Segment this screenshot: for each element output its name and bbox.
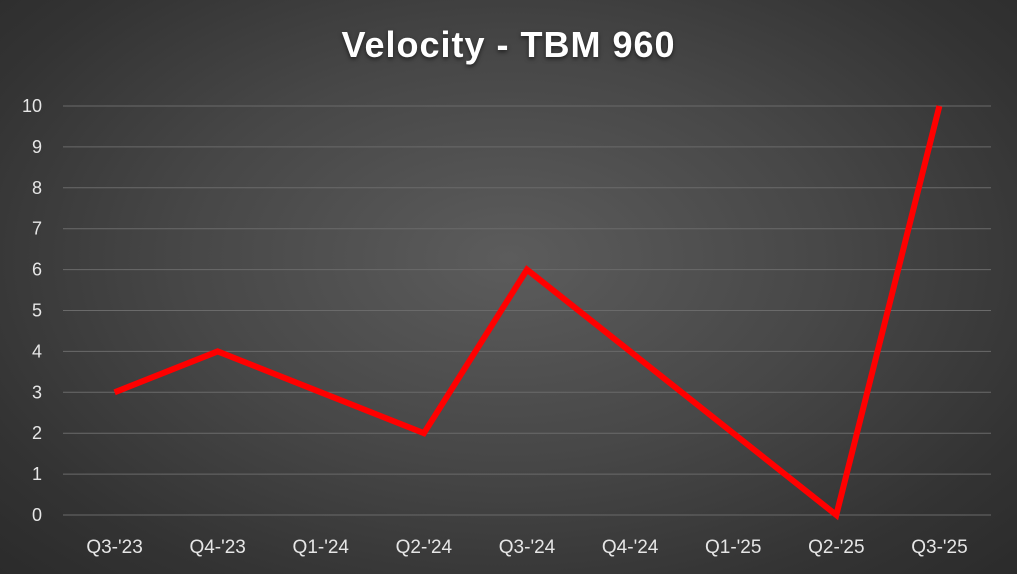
chart-title: Velocity - TBM 960 [341, 24, 676, 65]
x-tick-label: Q4-'24 [602, 537, 659, 558]
x-tick-label: Q3-'25 [911, 537, 967, 558]
y-tick-label: 0 [32, 505, 42, 525]
y-tick-label: 4 [32, 341, 42, 361]
y-axis-ticks: 0 1 2 3 4 5 6 7 8 9 10 [22, 96, 42, 525]
y-tick-label: 8 [32, 178, 42, 198]
x-tick-label: Q1-'24 [293, 537, 350, 558]
y-tick-label: 6 [32, 260, 42, 280]
gridlines [63, 105, 991, 516]
x-tick-label: Q3-'23 [86, 537, 142, 558]
x-tick-label: Q3-'24 [499, 537, 556, 558]
x-tick-label: Q1-'25 [705, 537, 761, 558]
series-layer [113, 105, 943, 521]
y-tick-label: 10 [22, 96, 42, 116]
y-tick-label: 5 [32, 301, 42, 321]
y-tick-label: 7 [32, 219, 42, 239]
y-tick-label: 1 [32, 464, 42, 484]
x-axis-ticks: Q3-'23 Q4-'23 Q1-'24 Q2-'24 Q3-'24 Q4-'24 Q1-'… [86, 537, 967, 558]
x-tick-label: Q4-'23 [189, 537, 245, 558]
y-tick-label: 3 [32, 382, 42, 402]
x-tick-label: Q2-'24 [396, 537, 453, 558]
y-tick-label: 2 [32, 423, 42, 443]
x-tick-label: Q2-'25 [808, 537, 864, 558]
y-tick-label: 9 [32, 137, 42, 157]
